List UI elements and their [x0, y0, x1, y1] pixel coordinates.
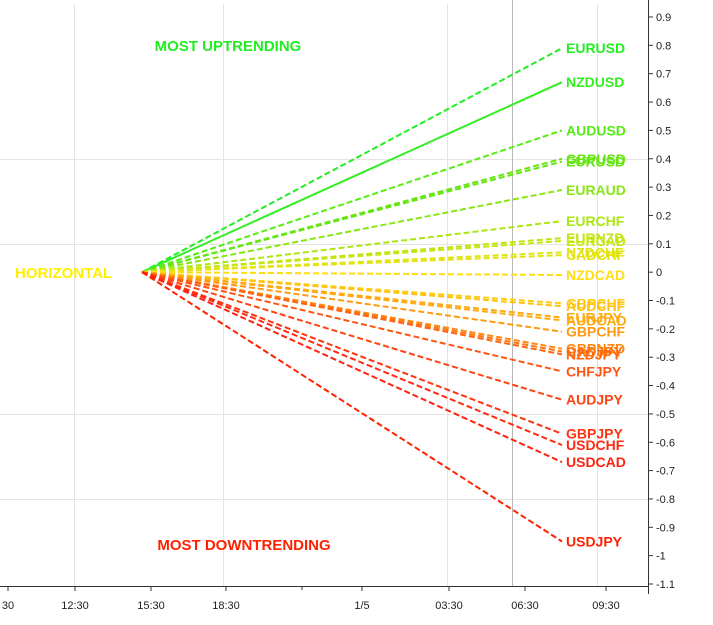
series-line-nzdusd	[141, 81, 563, 274]
y-tick-label: -0.7	[656, 466, 675, 478]
series-line-audusd	[141, 129, 563, 274]
x-tick-label: 18:30	[212, 600, 240, 612]
y-tick-label: -0.5	[656, 409, 675, 421]
series-label-gbpchf: GBPCHF	[566, 295, 626, 311]
series-label-usdchf: USDCHF	[566, 437, 625, 453]
series-line-nzdjpy	[141, 271, 563, 356]
series-line-usdchf	[141, 271, 563, 447]
y-tick-label: -0.2	[656, 324, 675, 336]
series-line-eurchf	[141, 220, 563, 274]
series-label-audchf: AUDCHF	[566, 298, 626, 314]
horizontal-label: HORIZONTAL	[15, 265, 112, 282]
series-line-cadjpy	[141, 271, 563, 353]
series-line-audcad	[141, 271, 563, 322]
x-tick-label: 15:30	[137, 600, 165, 612]
y-tick-label: 0	[656, 267, 662, 279]
series-line-eurusd	[141, 47, 563, 274]
series-label-cadchf: CADCHF	[566, 247, 626, 263]
series-label-gbpchf: GBPCHF	[566, 324, 626, 340]
series-line-gbpnzd	[141, 271, 563, 350]
y-tick-label: -0.3	[656, 352, 675, 364]
series-line-eurnzd	[141, 237, 563, 274]
series-line-gbpjpy	[141, 271, 563, 435]
y-tick-label: 0.5	[656, 125, 671, 137]
most-uptrending-label: MOST UPTRENDING	[155, 38, 302, 55]
series-label-eurusd: EURUSD	[566, 40, 625, 56]
series-line-cadchf	[141, 254, 563, 274]
y-tick-label: 0.8	[656, 40, 671, 52]
series-line-usdcad	[141, 271, 563, 464]
series-line-eurusd	[141, 160, 563, 274]
series-label-cadjpy: CADJPY	[566, 344, 623, 360]
x-tick-label: 09:30	[592, 600, 620, 612]
y-tick-label: 0.3	[656, 182, 671, 194]
series-line-nzdchf	[141, 251, 563, 274]
y-tick-label: 0.9	[656, 12, 671, 24]
series-line-euraud	[141, 188, 563, 274]
series-line-usdjpy	[141, 271, 563, 543]
most-downtrending-label: MOST DOWNTRENDING	[157, 537, 330, 554]
series-label-audjpy: AUDJPY	[566, 392, 623, 408]
series-label-gbpjpy: GBPJPY	[566, 426, 623, 442]
series-label-gbpnzd: GBPNZD	[566, 341, 625, 357]
series-label-eurjpy: EURJPY	[566, 310, 623, 326]
x-axis: 30 12:30 15:30 18:30 1/5 03:30 06:30 09:30	[0, 586, 649, 612]
series-line-audjpy	[141, 271, 563, 401]
y-tick-label: -1	[656, 551, 666, 563]
x-tick-label: 12:30	[61, 600, 89, 612]
x-tick-label: 30	[2, 600, 14, 612]
series-label-eurcad: EURCAD	[566, 233, 626, 249]
y-tick-label: 0.6	[656, 97, 671, 109]
series-line-gbpchf	[141, 271, 563, 333]
series-label-eurusd: EURUSD	[566, 154, 625, 170]
y-tick-label: -0.1	[656, 296, 675, 308]
y-tick-label: -0.6	[656, 437, 675, 449]
y-tick-label: -0.8	[656, 494, 675, 506]
series-line-nzdcad	[141, 271, 563, 276]
series-label-usdcad: USDCAD	[566, 454, 626, 470]
series-label-nzdusd: NZDUSD	[566, 74, 624, 90]
series-label-nzdcad: NZDCAD	[566, 267, 625, 283]
grid	[0, 0, 648, 586]
series-label-nzdjpy: NZDJPY	[566, 346, 622, 362]
x-tick-label: 06:30	[511, 600, 539, 612]
x-tick-label: 03:30	[435, 600, 463, 612]
series-label-euraud: EURAUD	[566, 182, 626, 198]
series-label-eurchf: EURCHF	[566, 213, 625, 229]
y-tick-label: 0.4	[656, 154, 671, 166]
series-line-eurcad	[141, 239, 563, 274]
series-label-eurnzd: EURNZD	[566, 230, 624, 246]
series-label-gbpusd: GBPUSD	[566, 151, 626, 167]
y-tick-label: -0.4	[656, 381, 675, 393]
series-labels: EURUSDNZDUSDAUDUSDGBPUSDEURUSDEURAUDEURC…	[566, 40, 627, 549]
series-label-chfjpy: CHFJPY	[566, 363, 622, 379]
series-lines	[141, 47, 563, 543]
series-line-audchf	[141, 271, 563, 308]
y-tick-label: -1.1	[656, 579, 675, 591]
series-label-usdjpy: USDJPY	[566, 533, 623, 549]
x-tick-label: 1/5	[354, 600, 369, 612]
y-tick-label: 0.7	[656, 69, 671, 81]
y-tick-label: 0.2	[656, 210, 671, 222]
series-label-nzdchf: NZDCHF	[566, 244, 624, 260]
y-tick-label: -0.9	[656, 522, 675, 534]
series-line-eurjpy	[141, 271, 563, 319]
series-label-audusd: AUDUSD	[566, 122, 626, 138]
series-label-audcad: AUDCAD	[566, 312, 627, 328]
y-tick-label: 0.1	[656, 239, 671, 251]
series-line-gbpchf	[141, 271, 563, 305]
y-axis: 0.9 0.8 0.7 0.6 0.5 0.4 0.3 0.2 0.1 0 -0.1 -0.2 -0.3…	[648, 0, 675, 594]
